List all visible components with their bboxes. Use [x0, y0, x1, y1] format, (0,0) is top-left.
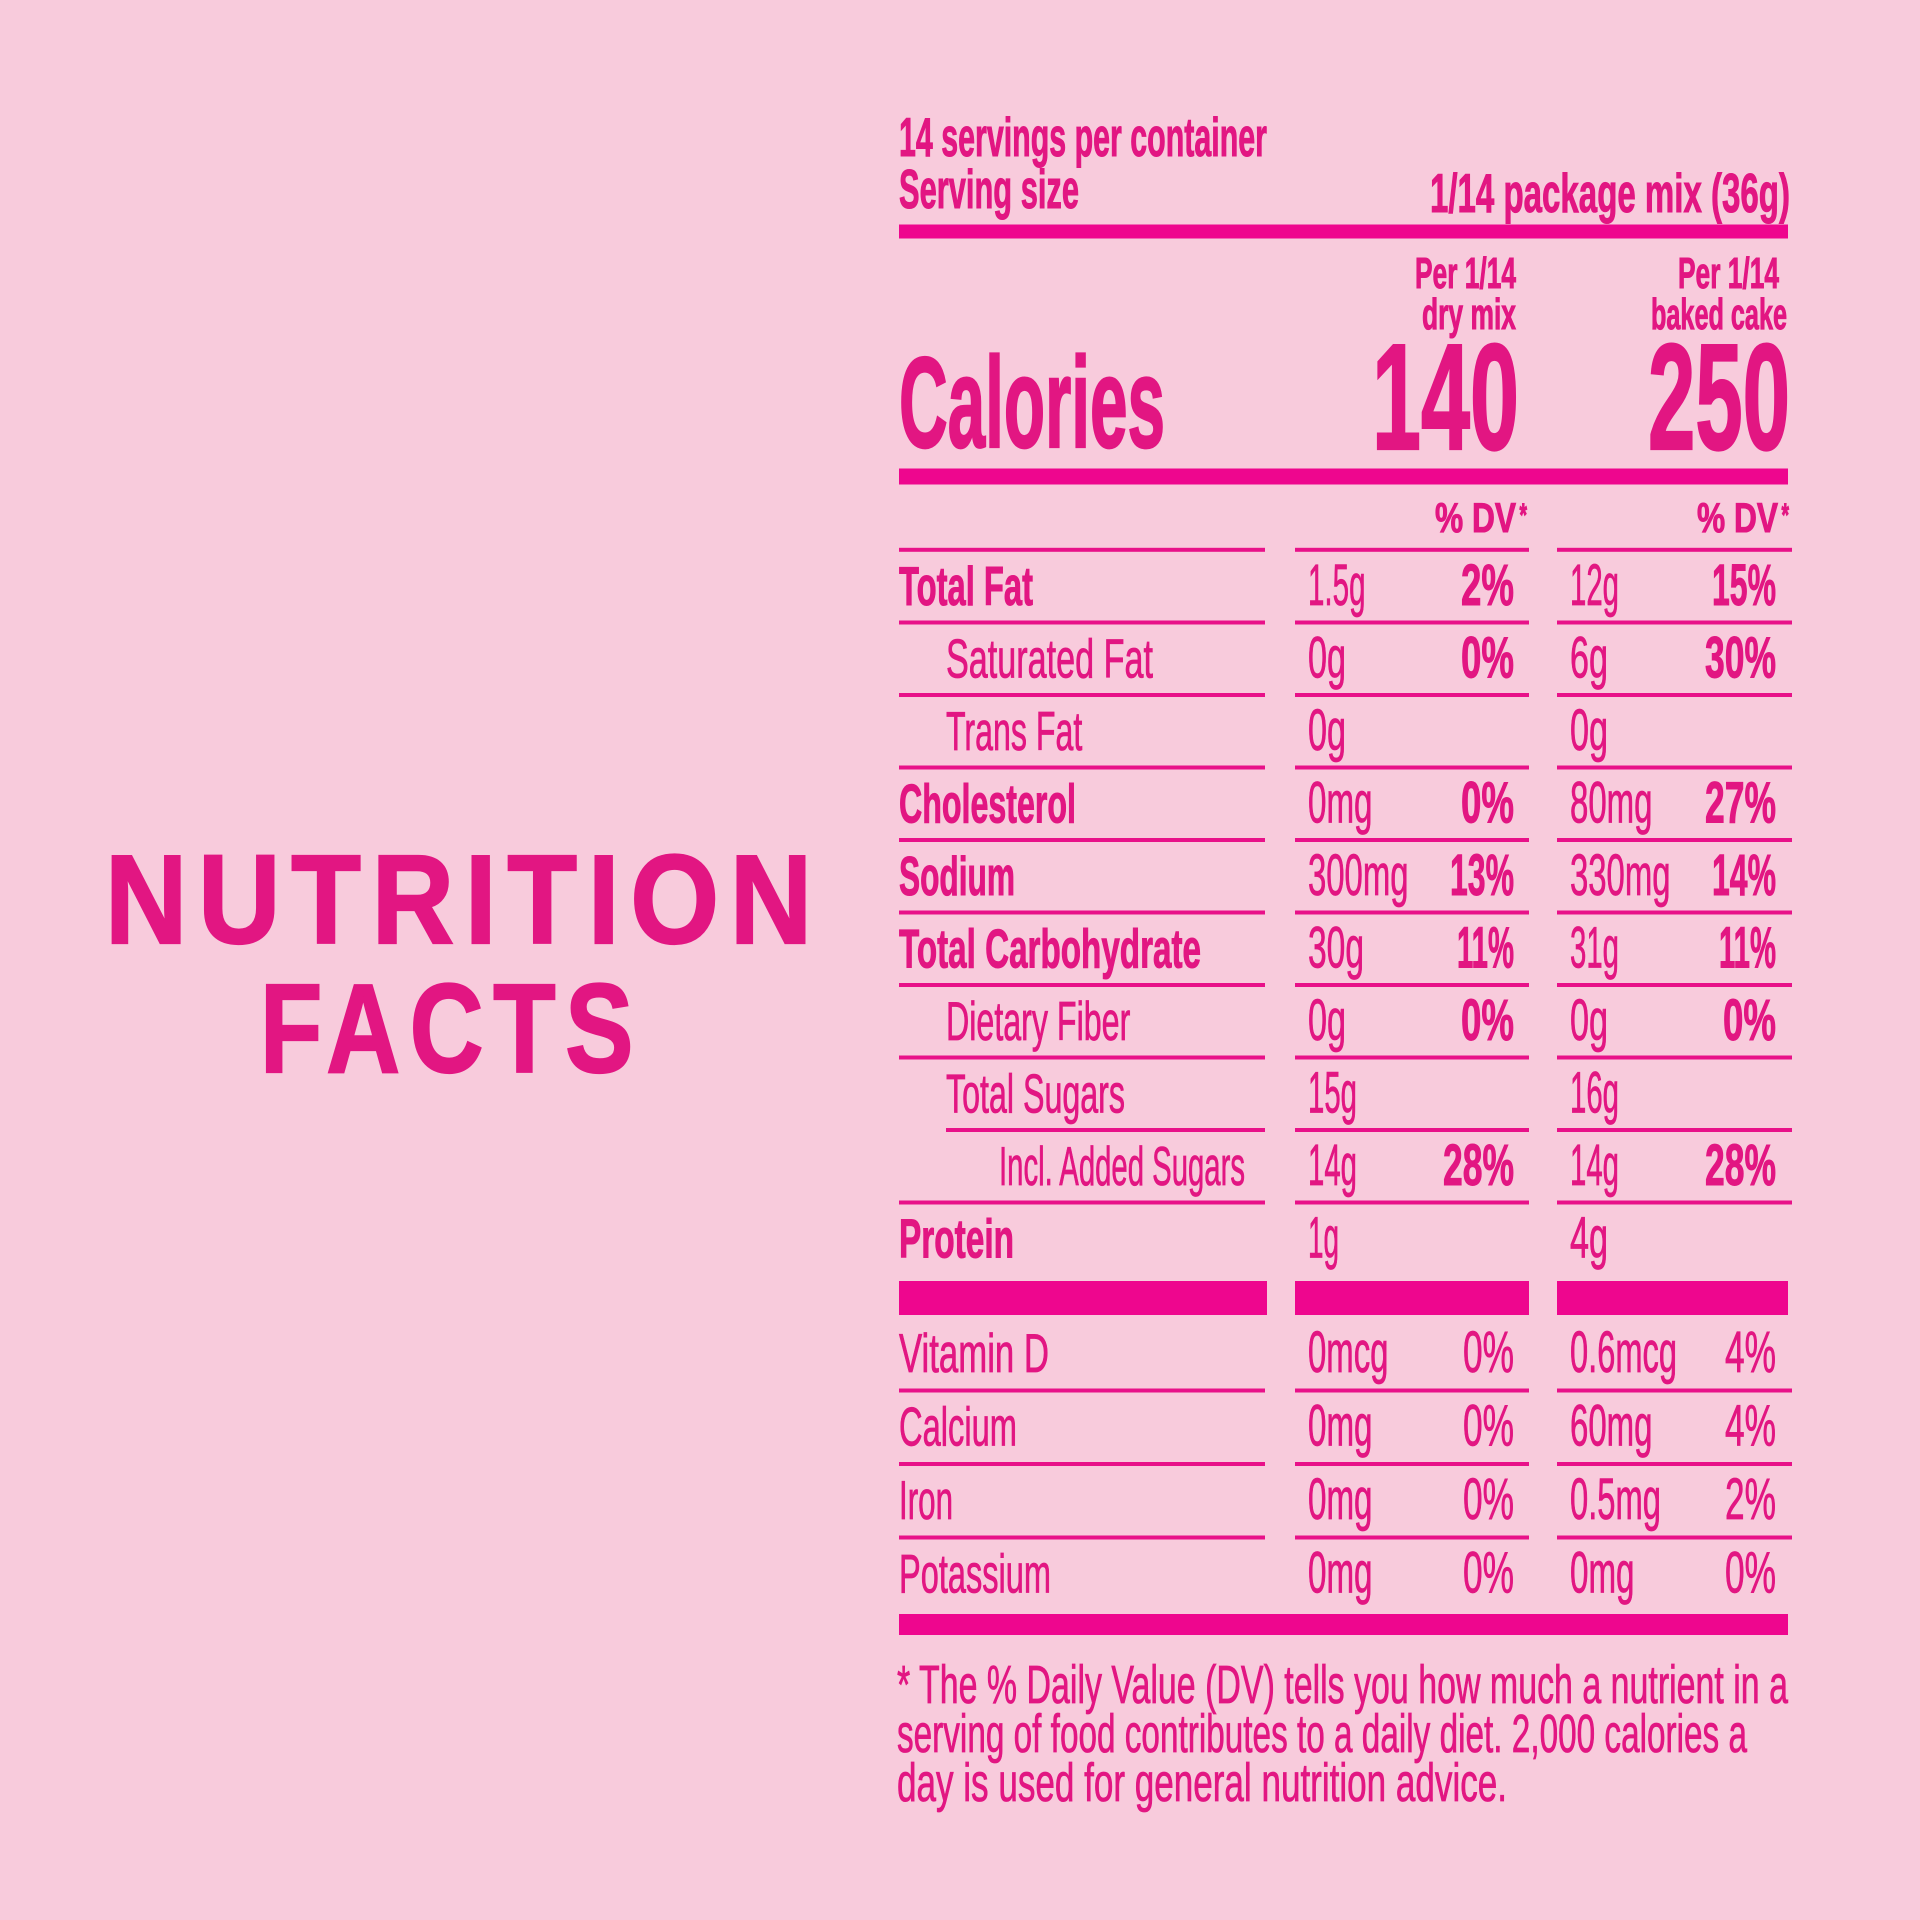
svg-text:Total Carbohydrate: Total Carbohydrate [899, 918, 1201, 980]
svg-text:0%: 0% [1725, 1541, 1776, 1606]
svg-text:27%: 27% [1705, 771, 1776, 836]
svg-text:day is used for general nutrit: day is used for general nutrition advice… [897, 1753, 1507, 1813]
svg-text:31g: 31g [1570, 916, 1619, 981]
svg-text:2%: 2% [1461, 553, 1514, 618]
svg-text:Potassium: Potassium [899, 1543, 1051, 1605]
svg-text:Calories: Calories [899, 331, 1165, 475]
svg-text:Saturated Fat: Saturated Fat [946, 628, 1153, 690]
svg-text:0%: 0% [1463, 1541, 1514, 1606]
svg-text:FACTS: FACTS [260, 958, 643, 1099]
svg-text:baked cake: baked cake [1651, 290, 1787, 339]
svg-text:*: * [1520, 497, 1528, 533]
svg-text:Cholesterol: Cholesterol [899, 773, 1076, 835]
svg-text:Iron: Iron [899, 1469, 953, 1531]
svg-text:* The % Daily Value (DV) tells: * The % Daily Value (DV) tells you how m… [897, 1655, 1789, 1715]
svg-text:Incl. Added Sugars: Incl. Added Sugars [999, 1135, 1245, 1197]
svg-text:0.5mg: 0.5mg [1570, 1467, 1661, 1532]
svg-text:0g: 0g [1308, 698, 1346, 763]
svg-text:300mg: 300mg [1308, 843, 1409, 908]
svg-text:14g: 14g [1570, 1133, 1619, 1198]
svg-text:4%: 4% [1725, 1394, 1776, 1459]
svg-text:0%: 0% [1463, 1320, 1514, 1385]
svg-text:14g: 14g [1308, 1133, 1357, 1198]
svg-text:12g: 12g [1570, 553, 1619, 618]
svg-text:0g: 0g [1570, 988, 1608, 1053]
svg-text:6g: 6g [1570, 626, 1608, 691]
svg-text:28%: 28% [1443, 1133, 1514, 1198]
svg-text:14%: 14% [1712, 843, 1776, 908]
svg-text:0mg: 0mg [1308, 1467, 1373, 1532]
svg-text:Total Sugars: Total Sugars [946, 1063, 1125, 1125]
svg-text:1.5g: 1.5g [1308, 553, 1366, 618]
svg-text:0mg: 0mg [1570, 1541, 1635, 1606]
svg-text:4g: 4g [1570, 1206, 1608, 1271]
svg-text:80mg: 80mg [1570, 771, 1653, 836]
svg-text:Dietary Fiber: Dietary Fiber [946, 990, 1130, 1052]
svg-text:0g: 0g [1308, 988, 1346, 1053]
svg-text:60mg: 60mg [1570, 1394, 1653, 1459]
svg-text:Per 1/14: Per 1/14 [1415, 249, 1516, 298]
svg-text:% DV: % DV [1697, 494, 1778, 541]
svg-text:Sodium: Sodium [899, 845, 1015, 907]
svg-text:1g: 1g [1308, 1206, 1339, 1271]
svg-text:0%: 0% [1463, 1467, 1514, 1532]
svg-text:11%: 11% [1719, 916, 1776, 981]
svg-text:1/14 package mix (36g): 1/14 package mix (36g) [1430, 162, 1790, 224]
svg-text:Protein: Protein [899, 1208, 1014, 1270]
svg-text:dry mix: dry mix [1422, 290, 1516, 339]
svg-text:14 servings per container: 14 servings per container [899, 106, 1267, 168]
svg-text:0g: 0g [1308, 626, 1346, 691]
svg-text:0mcg: 0mcg [1308, 1320, 1389, 1385]
svg-text:0mg: 0mg [1308, 771, 1373, 836]
svg-text:NUTRITION: NUTRITION [105, 829, 823, 970]
svg-text:Calcium: Calcium [899, 1396, 1017, 1458]
svg-text:0%: 0% [1461, 771, 1514, 836]
svg-text:250: 250 [1648, 312, 1790, 481]
svg-text:0%: 0% [1463, 1394, 1514, 1459]
svg-text:330mg: 330mg [1570, 843, 1671, 908]
svg-text:16g: 16g [1570, 1061, 1619, 1126]
svg-text:30g: 30g [1308, 916, 1364, 981]
svg-text:Serving size: Serving size [899, 158, 1079, 220]
svg-text:11%: 11% [1457, 916, 1514, 981]
svg-text:Per 1/14: Per 1/14 [1678, 249, 1779, 298]
svg-text:30%: 30% [1705, 626, 1776, 691]
svg-text:Trans Fat: Trans Fat [946, 700, 1082, 762]
svg-text:0%: 0% [1723, 988, 1776, 1053]
svg-text:15%: 15% [1712, 553, 1776, 618]
svg-text:0mg: 0mg [1308, 1541, 1373, 1606]
svg-text:serving of food contributes to: serving of food contributes to a daily d… [897, 1704, 1748, 1764]
svg-text:0.6mcg: 0.6mcg [1570, 1320, 1677, 1385]
svg-text:13%: 13% [1450, 843, 1514, 908]
svg-text:15g: 15g [1308, 1061, 1357, 1126]
svg-text:Total Fat: Total Fat [899, 555, 1033, 617]
svg-text:*: * [1782, 497, 1790, 533]
svg-text:% DV: % DV [1435, 494, 1516, 541]
svg-text:0g: 0g [1570, 698, 1608, 763]
svg-text:Vitamin D: Vitamin D [899, 1322, 1049, 1384]
svg-text:140: 140 [1372, 312, 1519, 481]
svg-text:0%: 0% [1461, 626, 1514, 691]
svg-text:0mg: 0mg [1308, 1394, 1373, 1459]
svg-text:4%: 4% [1725, 1320, 1776, 1385]
svg-text:2%: 2% [1725, 1467, 1776, 1532]
svg-text:28%: 28% [1705, 1133, 1776, 1198]
svg-text:0%: 0% [1461, 988, 1514, 1053]
